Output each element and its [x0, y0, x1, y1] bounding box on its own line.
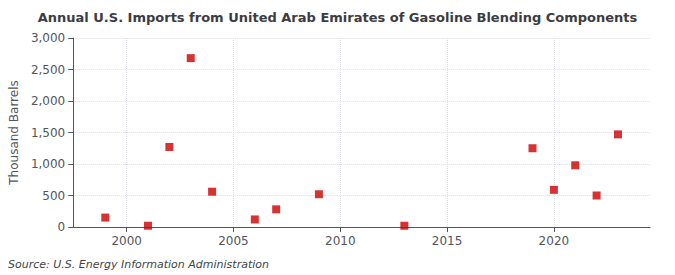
svg-text:Annual U.S. Imports from Unite: Annual U.S. Imports from United Arab Emi…: [38, 10, 638, 25]
svg-text:3,000: 3,000: [31, 31, 65, 45]
svg-text:500: 500: [42, 189, 65, 203]
svg-text:0: 0: [58, 220, 66, 234]
svg-text:1,500: 1,500: [31, 126, 65, 140]
svg-text:2005: 2005: [218, 234, 249, 248]
svg-text:2,500: 2,500: [31, 63, 65, 77]
svg-text:2015: 2015: [432, 234, 463, 248]
svg-text:Thousand Barrels: Thousand Barrels: [7, 80, 21, 185]
svg-text:2,000: 2,000: [31, 94, 65, 108]
svg-text:2000: 2000: [111, 234, 142, 248]
svg-text:Source: U.S. Energy Informatio: Source: U.S. Energy Information Administ…: [8, 258, 269, 271]
svg-text:2020: 2020: [539, 234, 570, 248]
svg-text:2010: 2010: [325, 234, 356, 248]
svg-text:1,000: 1,000: [31, 157, 65, 171]
